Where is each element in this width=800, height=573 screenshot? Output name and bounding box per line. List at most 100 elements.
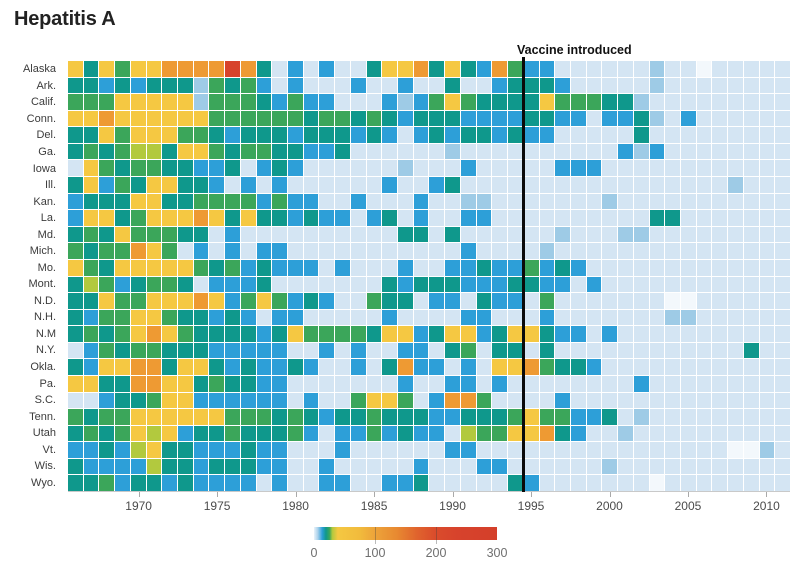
heatmap-cell (240, 326, 256, 342)
heatmap-cell (68, 342, 83, 359)
heatmap-cell (413, 110, 429, 127)
heatmap-cell (649, 177, 665, 193)
heatmap-cell (319, 226, 335, 243)
heatmap-cell (350, 392, 366, 409)
heatmap-cell (539, 259, 555, 276)
heatmap-cell (209, 475, 225, 491)
heatmap-cell (162, 94, 178, 110)
heatmap-cell (335, 359, 350, 375)
heatmap-cell (319, 425, 335, 442)
heatmap-cell (303, 160, 319, 177)
heatmap-cell (366, 77, 382, 94)
heatmap-cell (460, 409, 476, 425)
heatmap-cell (445, 61, 460, 77)
heatmap-cell (775, 77, 790, 94)
heatmap-cell (225, 127, 240, 143)
heatmap-cell (178, 425, 193, 442)
heatmap-cell (115, 293, 130, 309)
heatmap-cell (555, 326, 570, 342)
heatmap-cell (728, 442, 743, 458)
heatmap-cell (759, 61, 775, 77)
heatmap-cell (272, 127, 288, 143)
heatmap-cell (602, 276, 618, 293)
heatmap-cell (429, 425, 445, 442)
heatmap-cell (413, 243, 429, 259)
heatmap-cell (759, 177, 775, 193)
heatmap-cell (335, 425, 350, 442)
heatmap-cell (350, 143, 366, 160)
heatmap-cell (633, 94, 649, 110)
heatmap-cell (570, 458, 586, 475)
heatmap-cell (146, 193, 162, 210)
heatmap-cell (335, 276, 350, 293)
x-tick-label: 1980 (282, 499, 309, 513)
heatmap-cell (209, 425, 225, 442)
heatmap-cell (665, 342, 680, 359)
heatmap-cell (303, 359, 319, 375)
heatmap-cell (680, 293, 696, 309)
heatmap-cell (288, 226, 303, 243)
heatmap-cell (398, 425, 413, 442)
heatmap-cell (288, 94, 303, 110)
x-tick-label: 2005 (674, 499, 702, 513)
heatmap-cell (209, 143, 225, 160)
heatmap-cell (272, 94, 288, 110)
heatmap-cell (240, 309, 256, 326)
heatmap-cell (570, 259, 586, 276)
heatmap-cell (728, 143, 743, 160)
heatmap-cell (618, 127, 633, 143)
heatmap-cell (288, 475, 303, 491)
heatmap-cell (633, 442, 649, 458)
heatmap-cell (775, 160, 790, 177)
heatmap-cell (398, 293, 413, 309)
heatmap-cell (413, 342, 429, 359)
heatmap-cell (759, 442, 775, 458)
heatmap-cell (335, 458, 350, 475)
heatmap-cell (162, 160, 178, 177)
heatmap-cell (256, 359, 272, 375)
heatmap-cell (602, 342, 618, 359)
heatmap-cell (209, 293, 225, 309)
heatmap-cell (492, 143, 508, 160)
heatmap-cell (570, 309, 586, 326)
heatmap-cell (775, 293, 790, 309)
heatmap-cell (570, 243, 586, 259)
heatmap-cell (586, 94, 602, 110)
heatmap-cell (68, 77, 83, 94)
heatmap-cell (115, 127, 130, 143)
heatmap-cell (696, 210, 712, 226)
heatmap-cell (539, 77, 555, 94)
row-label: Mich. (29, 245, 56, 258)
heatmap-cell (712, 326, 728, 342)
heatmap-cell (712, 94, 728, 110)
heatmap-cell (476, 177, 492, 193)
heatmap-cell (209, 160, 225, 177)
heatmap-cell (570, 293, 586, 309)
heatmap-cell (476, 110, 492, 127)
heatmap-cell (178, 276, 193, 293)
heatmap-cell (476, 458, 492, 475)
heatmap-cell (728, 425, 743, 442)
heatmap-cell (225, 409, 240, 425)
heatmap-cell (570, 193, 586, 210)
heatmap-cell (366, 442, 382, 458)
heatmap-cell (130, 309, 146, 326)
heatmap-cell (319, 110, 335, 127)
heatmap-cell (539, 326, 555, 342)
heatmap-cell (508, 342, 523, 359)
heatmap-cell (508, 309, 523, 326)
heatmap-cell (523, 375, 539, 392)
heatmap-cell (193, 110, 209, 127)
heatmap-cell (335, 61, 350, 77)
heatmap-cell (775, 276, 790, 293)
heatmap-cell (193, 326, 209, 342)
heatmap-cell (68, 110, 83, 127)
heatmap-cell (162, 375, 178, 392)
heatmap-cell (743, 326, 759, 342)
heatmap-cell (445, 77, 460, 94)
heatmap-cell (115, 61, 130, 77)
heatmap-cell (256, 243, 272, 259)
heatmap-cell (68, 442, 83, 458)
heatmap-cell (696, 94, 712, 110)
heatmap-cell (508, 475, 523, 491)
